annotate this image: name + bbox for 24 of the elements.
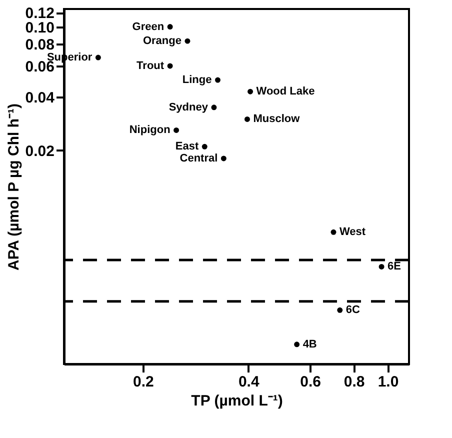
x-tick-label: 0.2 [133, 374, 154, 390]
y-tick-label: 0.08 [25, 36, 54, 54]
annotation: Linge [182, 74, 212, 86]
annotation: 4B [302, 338, 317, 350]
annotation: Green [132, 20, 164, 33]
annotation: Nipigon [129, 124, 171, 136]
annotation: Trout [136, 60, 164, 72]
annotation: East [175, 140, 199, 153]
annotation: Wood Lake [256, 86, 315, 98]
y-axis-title: APA (µmol P µg Chl h⁻¹) [5, 104, 22, 270]
annotation: Central [180, 152, 218, 164]
x-tick-label: 1.0 [378, 374, 399, 390]
x-tick-label: 0.6 [300, 374, 321, 390]
x-axis-title: TP (µmol L⁻¹) [191, 392, 283, 410]
annotation: West [339, 226, 366, 238]
annotation: 6C [346, 304, 360, 316]
x-tick-label: 0.8 [344, 374, 365, 390]
x-tick-label: 0.4 [238, 374, 260, 390]
y-tick-label: 0.02 [25, 142, 54, 160]
annotation: Musclow [253, 113, 300, 126]
y-tick-label: 0.04 [25, 90, 56, 107]
annotation: Orange [142, 35, 182, 48]
annotation: 6E [388, 260, 402, 273]
annotation: Sydney [168, 101, 209, 114]
